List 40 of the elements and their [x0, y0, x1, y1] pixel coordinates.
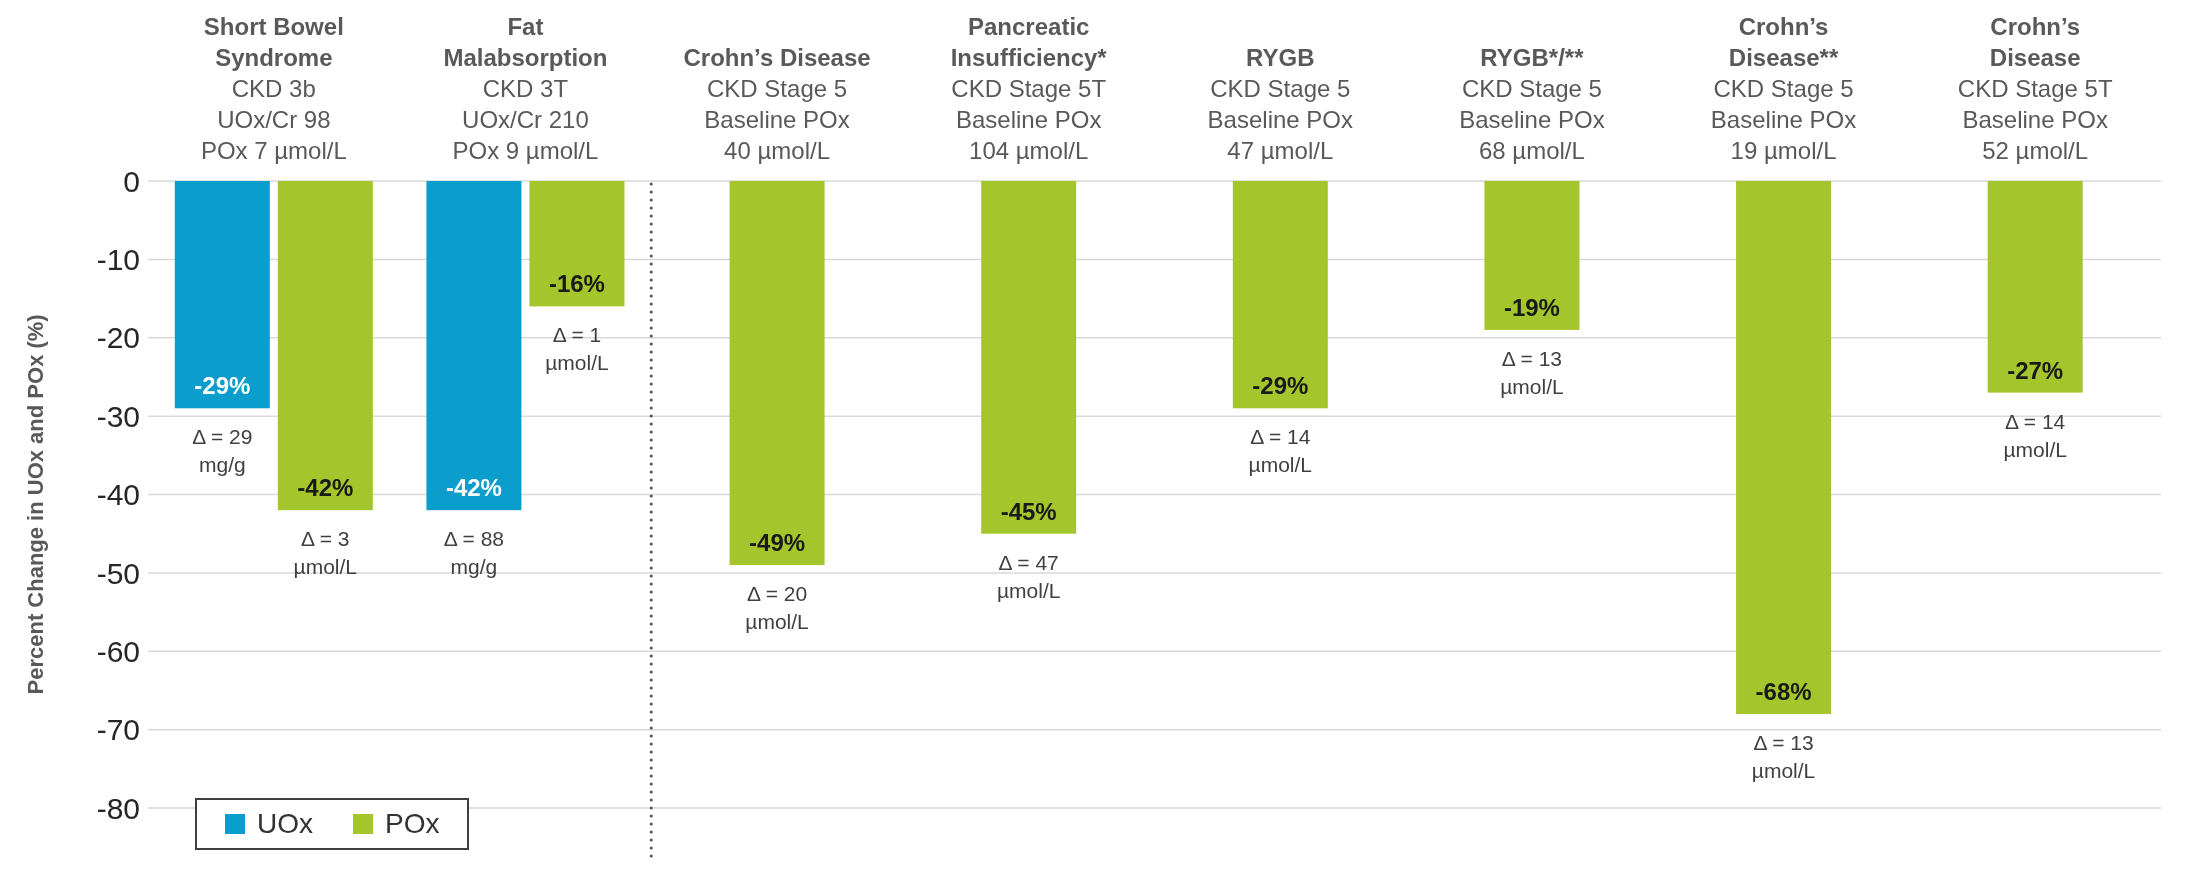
y-tick-label: -60 — [96, 634, 140, 668]
data-label: -49% — [749, 529, 806, 557]
x-tick-label: Pancreatic Insufficiency* CKD Stage 5T Baseline POx 104 µmol/L — [950, 13, 1108, 164]
x-tick-label: RYGB CKD Stage 5 Baseline POx 47 µmol/L — [1207, 44, 1354, 164]
y-tick-label: -40 — [96, 478, 140, 512]
annotation: Δ = 14 µmol/L — [2003, 409, 2067, 461]
data-label: -29% — [1252, 372, 1309, 400]
y-tick-label: -10 — [96, 243, 140, 277]
annotation: Δ = 3 µmol/L — [293, 527, 358, 579]
data-label: -27% — [2007, 356, 2064, 384]
x-tick-label: Crohn’s Disease CKD Stage 5 Baseline POx 40 µmol/L — [683, 44, 871, 164]
annotation: Δ = 13 µmol/L — [1500, 346, 1564, 398]
annotation: Δ = 20 µmol/L — [745, 582, 809, 634]
annotation: Δ = 1 µmol/L — [545, 323, 609, 375]
annotation: Δ = 47 µmol/L — [996, 550, 1061, 602]
annotation: Δ = 14 µmol/L — [1248, 425, 1313, 477]
data-label: -45% — [1000, 497, 1057, 525]
legend-label: UOx — [256, 808, 313, 840]
y-tick-label: -70 — [96, 713, 140, 747]
y-axis-title: Percent Change in UOx and POx (%) — [22, 314, 48, 695]
y-tick-label: -30 — [96, 399, 140, 433]
x-tick-label: Fat Malabsorption CKD 3T UOx/Cr 210 POx 9 µmol/L — [443, 13, 608, 164]
x-tick-label: RYGB*/** CKD Stage 5 Baseline POx 68 µmol/L — [1459, 44, 1605, 164]
annotation: Δ = 29 mg/g — [192, 425, 253, 477]
legend-label: POx — [384, 808, 440, 840]
x-tick-label: Crohn’s Disease** CKD Stage 5 Baseline POx 19 µmol/L — [1710, 13, 1857, 164]
data-label: -68% — [1755, 677, 1812, 705]
y-tick-label: -20 — [96, 321, 140, 355]
x-tick-label: Crohn’s Disease CKD Stage 5T Baseline POx 52 µmol/L — [1957, 13, 2113, 164]
x-tick-label: Short Bowel Syndrome CKD 3b UOx/Cr 98 POx 7 µmol/L — [200, 13, 347, 164]
annotation: Δ = 13 µmol/L — [1751, 730, 1816, 782]
y-tick-label: -80 — [96, 791, 140, 825]
y-tick-label: -50 — [96, 556, 140, 590]
data-label: -16% — [548, 270, 605, 298]
annotation: Δ = 88 mg/g — [443, 527, 505, 579]
data-label: -42% — [297, 474, 354, 502]
data-label: -19% — [1503, 293, 1560, 321]
data-label: -42% — [445, 474, 502, 502]
y-tick-label: 0 — [123, 164, 140, 198]
data-label: -29% — [194, 372, 251, 400]
